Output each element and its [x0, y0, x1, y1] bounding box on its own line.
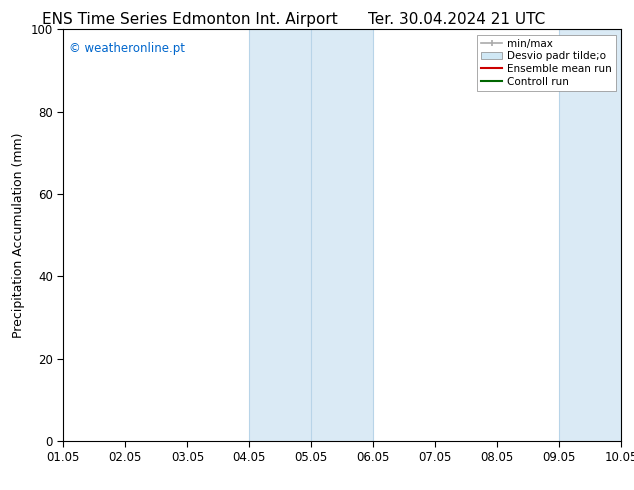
- Bar: [249, 29, 373, 441]
- Text: © weatheronline.pt: © weatheronline.pt: [69, 42, 185, 55]
- Bar: [559, 29, 621, 441]
- Y-axis label: Precipitation Accumulation (mm): Precipitation Accumulation (mm): [12, 132, 25, 338]
- Text: Ter. 30.04.2024 21 UTC: Ter. 30.04.2024 21 UTC: [368, 12, 545, 27]
- Text: ENS Time Series Edmonton Int. Airport: ENS Time Series Edmonton Int. Airport: [42, 12, 338, 27]
- Legend: min/max, Desvio padr tilde;o, Ensemble mean run, Controll run: min/max, Desvio padr tilde;o, Ensemble m…: [477, 35, 616, 91]
